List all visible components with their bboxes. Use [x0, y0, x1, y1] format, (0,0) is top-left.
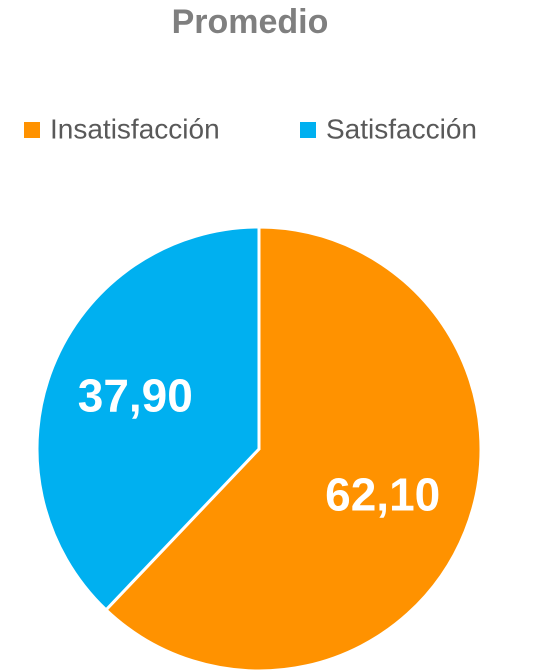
legend-label: Insatisfacción — [50, 113, 220, 144]
chart-title: Promedio — [172, 3, 329, 41]
legend-swatch — [300, 122, 316, 138]
legend-label: Satisfacción — [326, 113, 477, 144]
legend-swatch — [24, 122, 40, 138]
pie-slice — [35, 225, 261, 612]
pie-slice — [103, 225, 483, 672]
data-label: 62,10 — [325, 469, 440, 521]
data-label: 37,90 — [78, 370, 193, 422]
